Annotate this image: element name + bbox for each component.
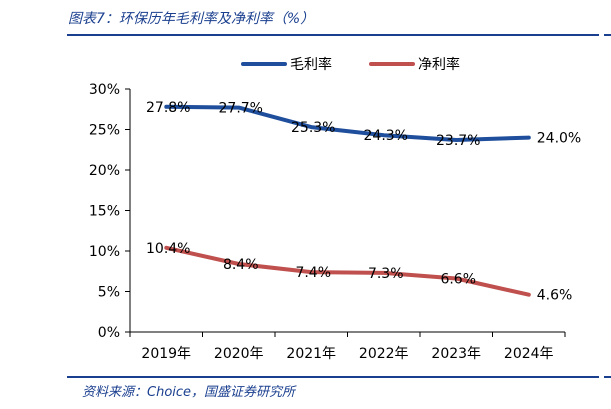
data-label: 7.3% xyxy=(368,266,404,282)
x-tick-label: 2021年 xyxy=(286,346,336,362)
x-tick-label: 2023年 xyxy=(431,346,481,362)
x-tick-label: 2020年 xyxy=(214,346,264,362)
data-label: 7.4% xyxy=(295,265,331,281)
data-label: 24.0% xyxy=(537,131,581,147)
y-tick-label: 30% xyxy=(89,82,120,98)
data-label: 23.7% xyxy=(436,133,480,149)
data-label: 4.6% xyxy=(537,288,573,304)
y-tick-label: 5% xyxy=(98,285,120,301)
chart-legend: 毛利率 净利率 xyxy=(241,56,460,73)
bottom-rule-edge xyxy=(604,376,611,378)
data-label: 10.4% xyxy=(146,241,190,257)
legend-label: 毛利率 xyxy=(290,56,332,73)
y-tick-label: 20% xyxy=(89,163,120,179)
figure-source: 资料来源：Choice，国盛证券研究所 xyxy=(82,385,296,400)
x-tick-label: 2019年 xyxy=(141,346,191,362)
top-rule xyxy=(67,34,599,36)
bottom-rule xyxy=(67,376,599,378)
y-tick-label: 25% xyxy=(89,123,120,139)
x-tick-label: 2022年 xyxy=(359,346,409,362)
y-tick-label: 10% xyxy=(89,244,120,260)
y-tick-label: 0% xyxy=(98,325,120,341)
x-tick-label: 2024年 xyxy=(504,346,554,362)
data-label: 27.8% xyxy=(146,100,190,116)
chart-series xyxy=(164,104,531,297)
data-label: 27.7% xyxy=(219,101,263,117)
y-tick-label: 15% xyxy=(89,204,120,220)
data-label: 6.6% xyxy=(440,272,476,288)
figure-title: 图表7：环保历年毛利率及净利率（%） xyxy=(68,11,315,27)
data-label: 8.4% xyxy=(223,257,259,273)
data-label: 25.3% xyxy=(291,120,335,136)
series-line xyxy=(164,245,531,297)
chart-data-labels: 27.8% 27.7% 25.3% 24.3% 23.7% 24.0% 10.4% 8.4% 7… xyxy=(146,100,581,304)
top-rule-edge xyxy=(604,34,611,36)
legend-label: 净利率 xyxy=(418,56,460,73)
series-line xyxy=(164,104,531,142)
data-label: 24.3% xyxy=(364,128,408,144)
chart-axes: 0% 5% 10% 15% 20% 25% 30% 2019年 2020年 2021年 2022年 2… xyxy=(89,82,566,362)
